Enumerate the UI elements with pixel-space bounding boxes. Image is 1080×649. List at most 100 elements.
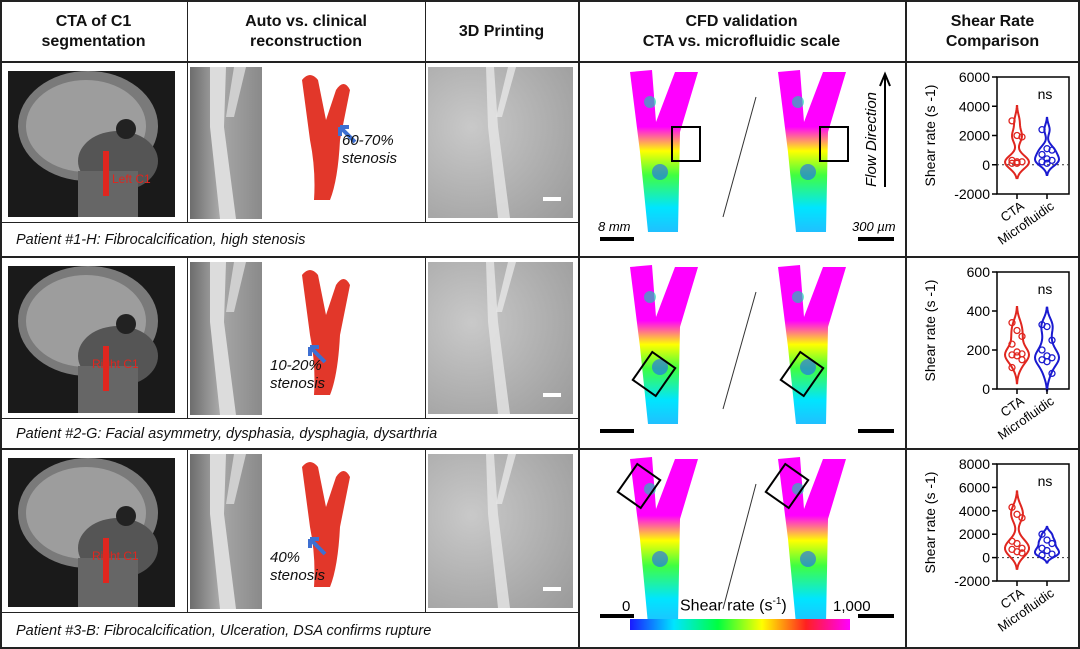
ct-vessel-label: Right C1 [92, 549, 139, 563]
header-shear: Shear Rate Comparison [945, 13, 1040, 50]
data-point [1038, 150, 1046, 159]
violin-microfluidic [1033, 306, 1061, 392]
data-point [1043, 159, 1051, 167]
stenosis-arrow-icon [305, 534, 327, 556]
3d-print-image [428, 262, 573, 414]
colorbar-label-text: Shear rate (s [680, 597, 773, 615]
flow-arrow-icon [879, 71, 891, 187]
clinical-reconstruction-image [190, 262, 262, 415]
region-of-interest-box [671, 126, 701, 162]
grid-line [425, 62, 426, 222]
grid-line [187, 0, 188, 62]
data-point [1008, 351, 1016, 359]
printed-channel [486, 67, 561, 218]
y-tick-label: -2000 [954, 186, 990, 202]
colorbar-label-sup: -1 [772, 596, 782, 607]
region-of-interest-box [764, 462, 810, 510]
ct-scan-drawing [18, 458, 158, 607]
scale-label-cta: 8 mm [598, 219, 631, 234]
scale-bar-cta [600, 429, 634, 433]
grid-line [0, 256, 1080, 258]
colorbar [630, 619, 850, 630]
grid-line [425, 257, 426, 418]
auto-reconstruction-model [280, 265, 380, 412]
grid-line [0, 61, 1080, 63]
data-point [1018, 514, 1026, 522]
colorbar-label-end: ) [781, 597, 787, 615]
patient-caption: Patient #3-B: Fibrocalcification, Ulcera… [16, 622, 432, 639]
stenosis-arrow-icon [335, 122, 357, 144]
vessel-render [210, 454, 246, 609]
patient-caption: Patient #1-H: Fibrocalcification, high s… [16, 231, 306, 248]
data-point [1018, 549, 1026, 557]
scale-label-microfluidic: 300 µm [852, 219, 896, 234]
y-tick-label: 0 [982, 550, 990, 566]
data-point [1038, 126, 1046, 134]
plot-frame [996, 271, 1070, 390]
significance-label: ns [1038, 281, 1053, 297]
cfd-cta-vessel [630, 70, 701, 232]
colorbar-min: 0 [622, 598, 631, 615]
clinical-reconstruction-image [190, 454, 262, 609]
y-tick-label: 200 [967, 342, 991, 358]
colorbar-max: 1,000 [833, 598, 871, 615]
y-tick-label: -2000 [954, 573, 990, 589]
data-point [1013, 539, 1021, 548]
stenosis-arrow-icon [305, 342, 327, 364]
data-point [1048, 369, 1056, 378]
grid-line [2, 418, 578, 419]
data-point [1038, 158, 1046, 166]
data-point [1043, 358, 1051, 366]
data-point [1013, 510, 1021, 518]
stenosis-label: 10-20% stenosis [270, 357, 326, 392]
grid-line [0, 448, 1080, 450]
data-point [1018, 544, 1026, 552]
stenosis-label: 60-70% stenosis [342, 132, 398, 167]
data-point [1048, 550, 1056, 558]
cfd-microfluidic-vessel [764, 457, 846, 624]
cfd-microfluidic-vessel [778, 70, 849, 232]
grid-line [2, 222, 578, 223]
violin-cta [1003, 105, 1031, 180]
ct-vessel-label: Right C1 [92, 357, 139, 371]
region-of-interest-box [779, 350, 825, 398]
plot-frame [996, 76, 1070, 195]
scale-bar-cta [600, 237, 634, 241]
cfd-cta-vessel [616, 457, 698, 624]
plot-frame [996, 463, 1070, 582]
printed-channel [486, 454, 561, 608]
data-point [1038, 346, 1046, 354]
header-3d-printing: 3D Printing [458, 23, 545, 40]
y-tick-label: 0 [982, 381, 990, 397]
data-point [1018, 332, 1026, 340]
3d-print-image [428, 67, 573, 218]
data-point [1008, 117, 1016, 125]
region-of-interest-box [616, 462, 662, 510]
y-tick-label: 4000 [959, 98, 990, 114]
ct-scan-image [8, 458, 175, 607]
data-point [1043, 546, 1051, 555]
vessel-render [210, 262, 246, 415]
region-of-interest-box [819, 126, 849, 162]
violin-cta [1003, 306, 1031, 385]
y-axis-label: Shear rate (s -1) [922, 280, 938, 382]
grid-line [187, 257, 188, 418]
data-point [1048, 539, 1056, 548]
violin-chart: -2000 0 2000 4000 6000 8000 Shear rate (s -1) n… [922, 456, 1070, 635]
grid-line [2, 612, 578, 613]
cfd-cta-vessel [630, 265, 698, 424]
y-tick-label: 2000 [959, 526, 990, 542]
data-point [1043, 322, 1051, 331]
cfd-comparison [600, 457, 894, 624]
auto-reconstruction-model [280, 457, 380, 606]
data-point [1038, 530, 1046, 538]
data-point [1043, 145, 1051, 153]
data-point [1008, 363, 1016, 372]
data-point [1008, 503, 1016, 511]
y-tick-label: 400 [967, 303, 991, 319]
grid-line [187, 449, 188, 612]
cfd-comparison [600, 265, 894, 433]
